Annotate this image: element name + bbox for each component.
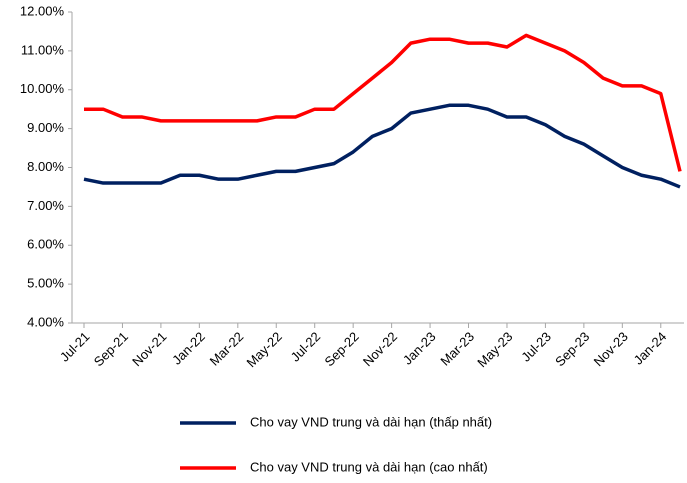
x-tick-label: Jan-22 [169,329,208,368]
x-tick-label: Nov-21 [129,329,169,369]
x-tick-label: May-23 [474,329,515,370]
x-tick-label: Mar-23 [437,329,477,369]
legend-label: Cho vay VND trung và dài hạn (thấp nhất) [250,414,492,429]
x-tick-label: Mar-22 [207,329,247,369]
line-series [84,33,682,172]
x-tick-label: May-22 [244,329,285,370]
y-tick-label: 9.00% [27,120,64,135]
y-tick-label: 8.00% [27,159,64,174]
y-tick-label: 5.00% [27,276,64,291]
x-tick-label: Jul-23 [518,329,554,365]
x-tick-label: Jul-22 [288,329,324,365]
y-tick-label: 7.00% [27,198,64,213]
y-tick-label: 10.00% [20,81,65,96]
y-tick-label: 4.00% [27,314,64,329]
y-tick-label: 6.00% [27,237,64,252]
y-tick-label: 11.00% [21,42,65,57]
x-tick-label: Nov-22 [360,329,400,369]
x-tick-label: Jan-24 [631,329,670,368]
x-tick-label: Sep-22 [321,329,361,369]
x-tick-label: Jul-21 [57,329,93,365]
x-tick-label: Nov-23 [591,329,631,369]
legend-label: Cho vay VND trung và dài hạn (cao nhất) [250,459,488,474]
x-tick-label: Sep-21 [91,329,131,369]
y-tick-label: 12.00% [20,3,65,18]
x-tick-label: Jan-23 [400,329,439,368]
x-tick-label: Sep-23 [552,329,592,369]
line-series [83,103,681,189]
